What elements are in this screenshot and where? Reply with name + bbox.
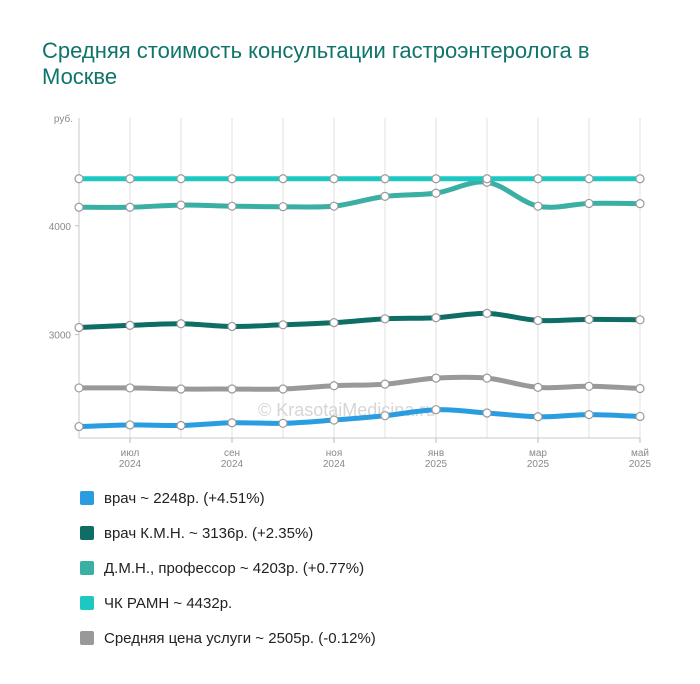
data-point (635, 174, 645, 184)
x-tick-year: 2025 (425, 459, 448, 470)
data-point (584, 198, 594, 209)
data-point (278, 320, 288, 330)
x-tick-year: 2025 (527, 459, 550, 470)
x-tick-label: июл (121, 448, 140, 459)
axes (75, 118, 641, 443)
legend-label: Средняя цена услуги ~ 2505р. (-0.12%) (104, 629, 376, 647)
data-point (329, 415, 339, 425)
x-tick-label: ноя (326, 448, 343, 459)
data-point (533, 201, 543, 211)
data-point (482, 174, 492, 184)
x-tick-label: сен (224, 448, 240, 459)
data-point (380, 379, 390, 389)
data-point (380, 191, 390, 201)
data-point (584, 381, 594, 391)
data-point (584, 174, 594, 184)
data-point (584, 409, 594, 420)
series-points (74, 174, 645, 432)
series-line (76, 179, 643, 210)
data-point (329, 318, 339, 328)
data-point (533, 315, 543, 326)
y-tick-label: 3000 (49, 331, 72, 342)
data-point (227, 201, 237, 211)
data-point (431, 188, 441, 198)
data-point (125, 383, 135, 393)
data-point (482, 373, 492, 383)
data-point (278, 384, 288, 394)
y-tick-label: 4000 (49, 222, 72, 233)
legend-item[interactable]: врач ~ 2248р. (+4.51%) (80, 488, 376, 508)
data-point (482, 408, 492, 418)
data-point (533, 382, 543, 392)
legend-label: врач К.М.Н. ~ 3136р. (+2.35%) (104, 524, 314, 542)
x-tick-label: мар (529, 448, 547, 459)
data-point (125, 202, 135, 212)
x-tick-year: 2025 (629, 459, 652, 470)
data-point (227, 174, 237, 184)
data-point (176, 384, 186, 394)
series-line (76, 310, 643, 331)
data-point (74, 174, 84, 184)
legend-item[interactable]: Д.М.Н., профессор ~ 4203р. (+0.77%) (80, 558, 376, 578)
series-lines (76, 176, 643, 430)
data-point (482, 308, 492, 318)
data-point (74, 421, 84, 432)
data-point (125, 174, 135, 184)
data-point (278, 418, 288, 428)
data-point (329, 381, 339, 391)
legend-item[interactable]: врач К.М.Н. ~ 3136р. (+2.35%) (80, 523, 376, 543)
x-tick-year: 2024 (323, 459, 346, 470)
data-point (176, 200, 186, 210)
data-point (584, 314, 594, 324)
data-point (278, 174, 288, 184)
data-point (227, 418, 237, 428)
x-tick-label: май (631, 448, 649, 459)
data-point (380, 411, 390, 421)
legend-label: врач ~ 2248р. (+4.51%) (104, 489, 265, 507)
axis-labels: руб.30004000июл2024сен2024ноя2024янв2025… (49, 113, 652, 470)
data-point (533, 174, 543, 184)
data-point (431, 313, 441, 323)
legend-swatch (80, 561, 94, 575)
data-point (533, 412, 543, 422)
data-point (74, 383, 84, 393)
data-point (278, 202, 288, 212)
data-point (329, 201, 339, 211)
data-point (176, 319, 186, 329)
legend-item[interactable]: Средняя цена услуги ~ 2505р. (-0.12%) (80, 628, 376, 648)
data-point (635, 315, 645, 325)
legend-label: ЧК РАМН ~ 4432р. (104, 594, 233, 612)
data-point (635, 411, 645, 422)
line-chart: © KrasotaiMedicina.ru руб.30004000июл202… (49, 113, 652, 470)
y-unit-label: руб. (54, 113, 73, 125)
data-point (431, 373, 441, 383)
series-line (76, 374, 643, 392)
data-point (380, 314, 390, 324)
data-point (227, 321, 237, 332)
x-tick-year: 2024 (221, 459, 244, 470)
chart-title: Средняя стоимость консультации гастроэнт… (42, 38, 590, 89)
data-point (74, 202, 84, 212)
data-point (74, 322, 84, 333)
data-point (635, 199, 645, 209)
legend-item[interactable]: ЧК РАМН ~ 4432р. (80, 593, 376, 613)
data-point (227, 384, 237, 394)
legend-label: Д.М.Н., профессор ~ 4203р. (+0.77%) (104, 559, 365, 577)
data-point (176, 420, 186, 431)
data-point (329, 174, 339, 184)
x-tick-label: янв (428, 448, 444, 459)
x-tick-year: 2024 (119, 459, 142, 470)
legend-swatch (80, 596, 94, 610)
data-point (431, 405, 441, 415)
data-point (431, 174, 441, 184)
data-point (380, 174, 390, 184)
legend-swatch (80, 526, 94, 540)
data-point (125, 420, 135, 430)
data-point (125, 320, 135, 330)
legend: врач ~ 2248р. (+4.51%) врач К.М.Н. ~ 313… (80, 488, 376, 663)
legend-swatch (80, 631, 94, 645)
data-point (635, 383, 645, 394)
data-point (176, 174, 186, 184)
legend-swatch (80, 491, 94, 505)
